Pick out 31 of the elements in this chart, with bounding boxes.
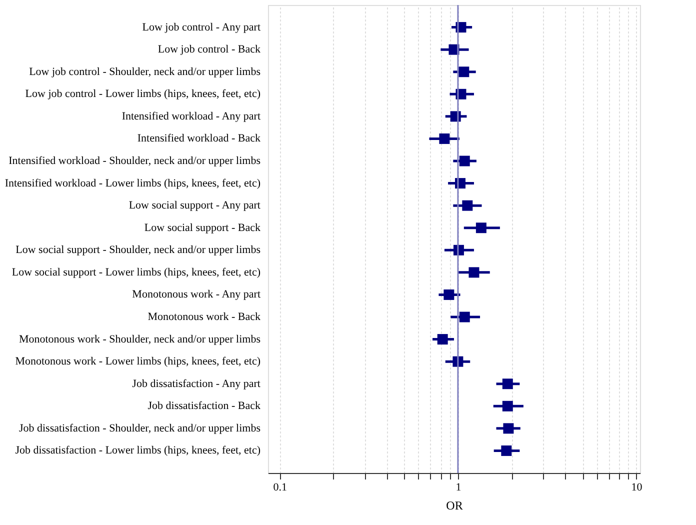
point (458, 66, 470, 78)
y-tick-label: Intensified workload - Lower limbs (hips, knees, feet, etc) (4, 177, 261, 190)
y-tick-label: Low social support - Shoulder, neck and/or upper limbs (16, 244, 260, 256)
y-tick-label: Job dissatisfaction - Shoulder, neck and/or upper limbs (18, 422, 260, 434)
y-tick-label: Low job control - Any part (142, 21, 260, 34)
point (502, 378, 513, 390)
y-tick-label: Monotonous work - Any part (132, 288, 260, 301)
y-tick-label: Low social support - Back (144, 222, 261, 234)
y-tick-label: Intensified workload - Back (137, 132, 261, 145)
point (501, 445, 512, 456)
y-tick-label: Low job control - Back (158, 44, 261, 56)
y-tick-label: Job dissatisfaction - Back (148, 400, 261, 412)
y-tick-label: Monotonous work - Back (148, 311, 261, 323)
y-tick-label: Job dissatisfaction - Lower limbs (hips, knees, feet, etc) (15, 444, 261, 457)
y-tick-label: Monotonous work - Lower limbs (hips, knees, feet, etc) (15, 356, 261, 368)
y-tick-label: Monotonous work - Shoulder, neck and/or upper limbs (18, 333, 260, 346)
y-tick-label: Intensified workload - Any part (122, 110, 260, 122)
x-tick-label: 1 (456, 482, 462, 494)
x-axis-title: OR (446, 498, 463, 512)
point (503, 423, 514, 434)
x-tick-label: 10 (631, 482, 643, 494)
point (459, 312, 470, 322)
y-tick-label: Low social support - Lower limbs (hips, knees, feet, etc) (12, 266, 261, 278)
y-tick-label: Intensified workload - Shoulder, neck and/or upper limbs (8, 155, 260, 167)
y-tick-label: Low job control - Lower limbs (hips, knees, feet, etc) (25, 88, 261, 100)
point (502, 400, 513, 412)
point (459, 156, 470, 166)
y-tick-label: Low social support - Any part (128, 200, 260, 212)
x-tick-label: 0.1 (273, 482, 288, 494)
y-tick-label: Low job control - Shoulder, neck and/or upper limbs (29, 66, 260, 78)
y-tick-label: Job dissatisfaction - Any part (132, 378, 260, 390)
